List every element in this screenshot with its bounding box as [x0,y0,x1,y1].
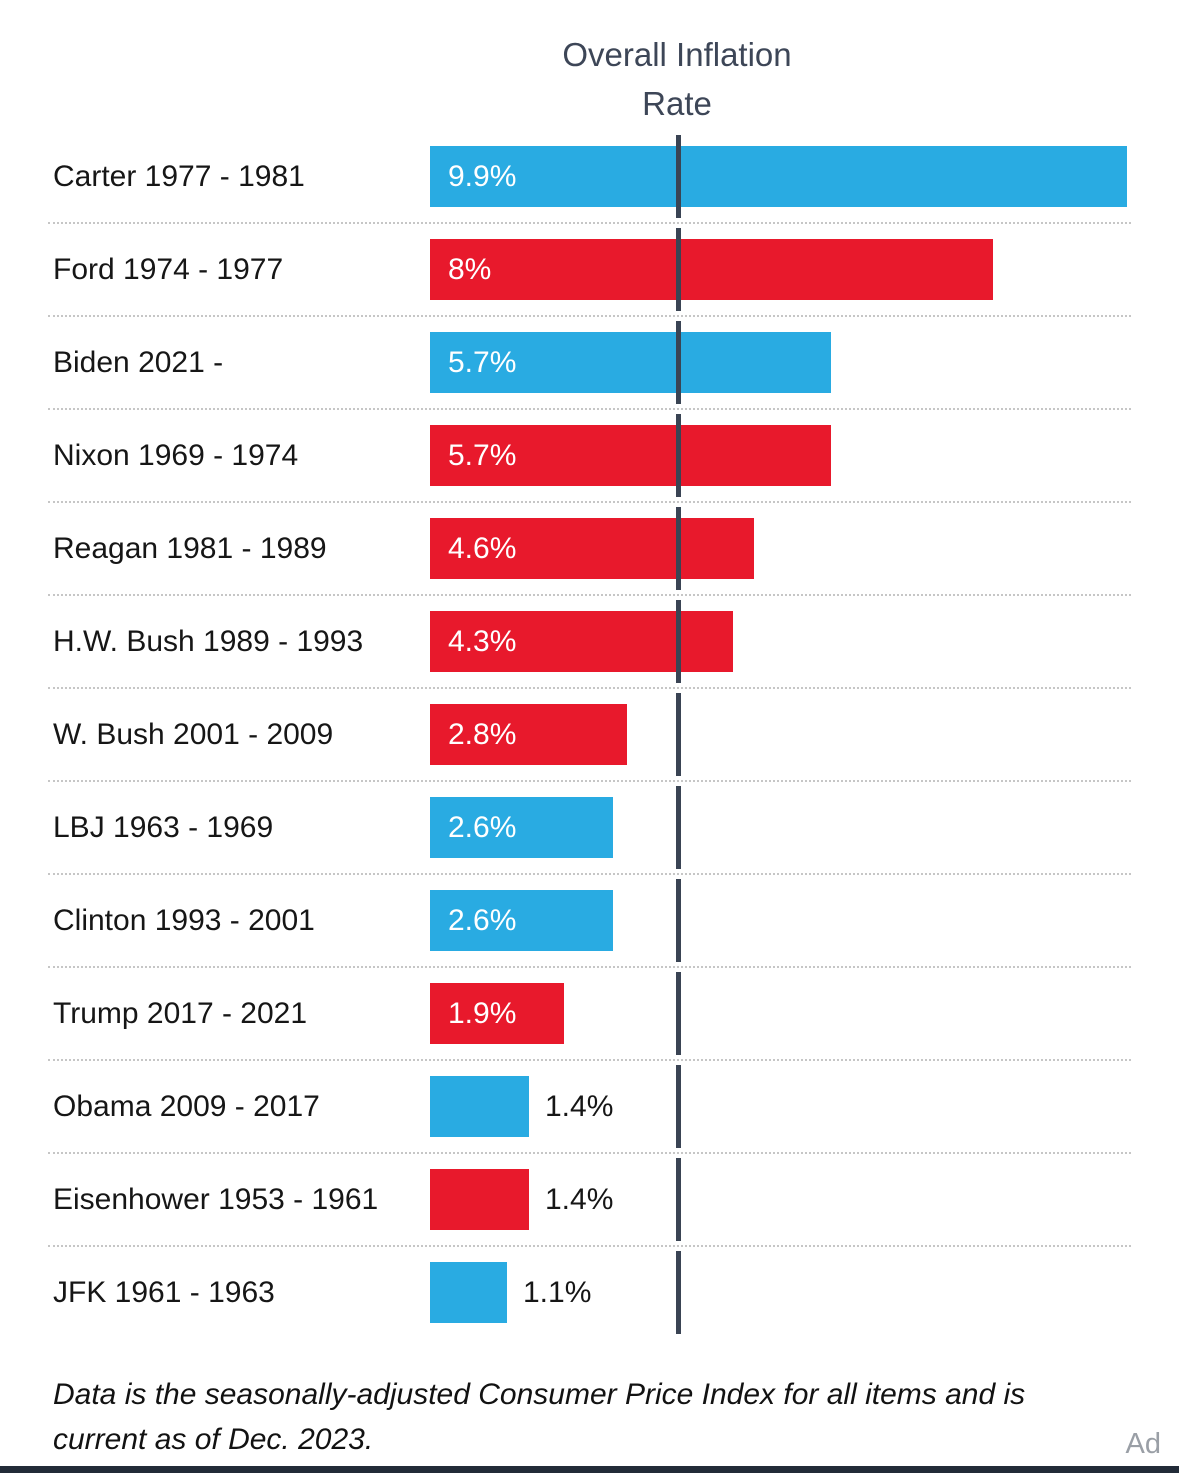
chart-row: LBJ 1963 - 1969 2.6% [0,781,1179,875]
chart-title-line2: Rate [642,85,712,122]
inflation-bar [430,1076,529,1137]
value-label: 1.4% [545,1182,614,1216]
value-label: 5.7% [448,438,517,472]
inflation-bar: 8% [430,239,993,300]
inflation-bar: 2.6% [430,797,613,858]
president-label: Clinton 1993 - 2001 [53,903,315,937]
inflation-bar: 5.7% [430,425,831,486]
chart-row: W. Bush 2001 - 2009 2.8% [0,688,1179,782]
reference-line [676,972,682,1055]
inflation-bar: 2.8% [430,704,627,765]
president-label: Obama 2009 - 2017 [53,1089,320,1123]
president-label: Eisenhower 1953 - 1961 [53,1182,379,1216]
chart-row: H.W. Bush 1989 - 1993 4.3% [0,595,1179,689]
president-label: Reagan 1981 - 1989 [53,531,327,565]
inflation-bar: 2.6% [430,890,613,951]
reference-line [676,135,682,218]
chart-title-line1: Overall Inflation [562,36,792,73]
value-label: 9.9% [448,159,517,193]
value-label: 5.7% [448,345,517,379]
value-label: 4.6% [448,531,517,565]
value-label: 2.6% [448,810,517,844]
reference-line [676,321,682,404]
president-label: JFK 1961 - 1963 [53,1275,275,1309]
reference-line [676,786,682,869]
president-label: Nixon 1969 - 1974 [53,438,299,472]
reference-line [676,693,682,776]
inflation-bar: 1.9% [430,983,564,1044]
president-label: W. Bush 2001 - 2009 [53,717,334,751]
ad-label: Ad [1125,1428,1161,1460]
reference-line [676,507,682,590]
inflation-bar [430,1262,507,1323]
value-label: 4.3% [448,624,517,658]
president-label: Biden 2021 - [53,345,224,379]
value-label: 8% [448,252,492,286]
inflation-bar: 4.3% [430,611,733,672]
chart-row: Reagan 1981 - 1989 4.6% [0,502,1179,596]
president-label: Carter 1977 - 1981 [53,159,305,193]
president-label: LBJ 1963 - 1969 [53,810,274,844]
chart-row: Clinton 1993 - 2001 2.6% [0,874,1179,968]
ad-banner-edge [0,1466,1179,1473]
chart-title: Overall Inflation Rate [562,30,791,128]
reference-line [676,228,682,311]
inflation-bar [430,1169,529,1230]
reference-line [676,1065,682,1148]
president-label: Trump 2017 - 2021 [53,996,308,1030]
value-label: 2.8% [448,717,517,751]
president-label: H.W. Bush 1989 - 1993 [53,624,364,658]
reference-line [676,1251,682,1334]
chart-row: Carter 1977 - 1981 9.9% [0,130,1179,224]
reference-line [676,1158,682,1241]
chart-row: Biden 2021 - 5.7% [0,316,1179,410]
chart-row: Nixon 1969 - 1974 5.7% [0,409,1179,503]
value-label: 1.1% [523,1275,592,1309]
chart-rows: Carter 1977 - 1981 9.9% Ford 1974 - 1977 8%… [0,130,1179,1339]
president-label: Ford 1974 - 1977 [53,252,284,286]
chart-row: Ford 1974 - 1977 8% [0,223,1179,317]
chart-row: Obama 2009 - 2017 1.4% [0,1060,1179,1154]
value-label: 1.4% [545,1089,614,1123]
data-source-note: Data is the seasonally-adjusted Consumer… [53,1378,1026,1456]
value-label: 2.6% [448,903,517,937]
chart-row: Eisenhower 1953 - 1961 1.4% [0,1153,1179,1247]
inflation-bar: 4.6% [430,518,754,579]
chart-row: JFK 1961 - 1963 1.1% [0,1246,1179,1339]
reference-line [676,600,682,683]
reference-line [676,414,682,497]
reference-line [676,879,682,962]
value-label: 1.9% [448,996,517,1030]
chart-row: Trump 2017 - 2021 1.9% [0,967,1179,1061]
inflation-bar: 5.7% [430,332,831,393]
inflation-bar: 9.9% [430,146,1127,207]
